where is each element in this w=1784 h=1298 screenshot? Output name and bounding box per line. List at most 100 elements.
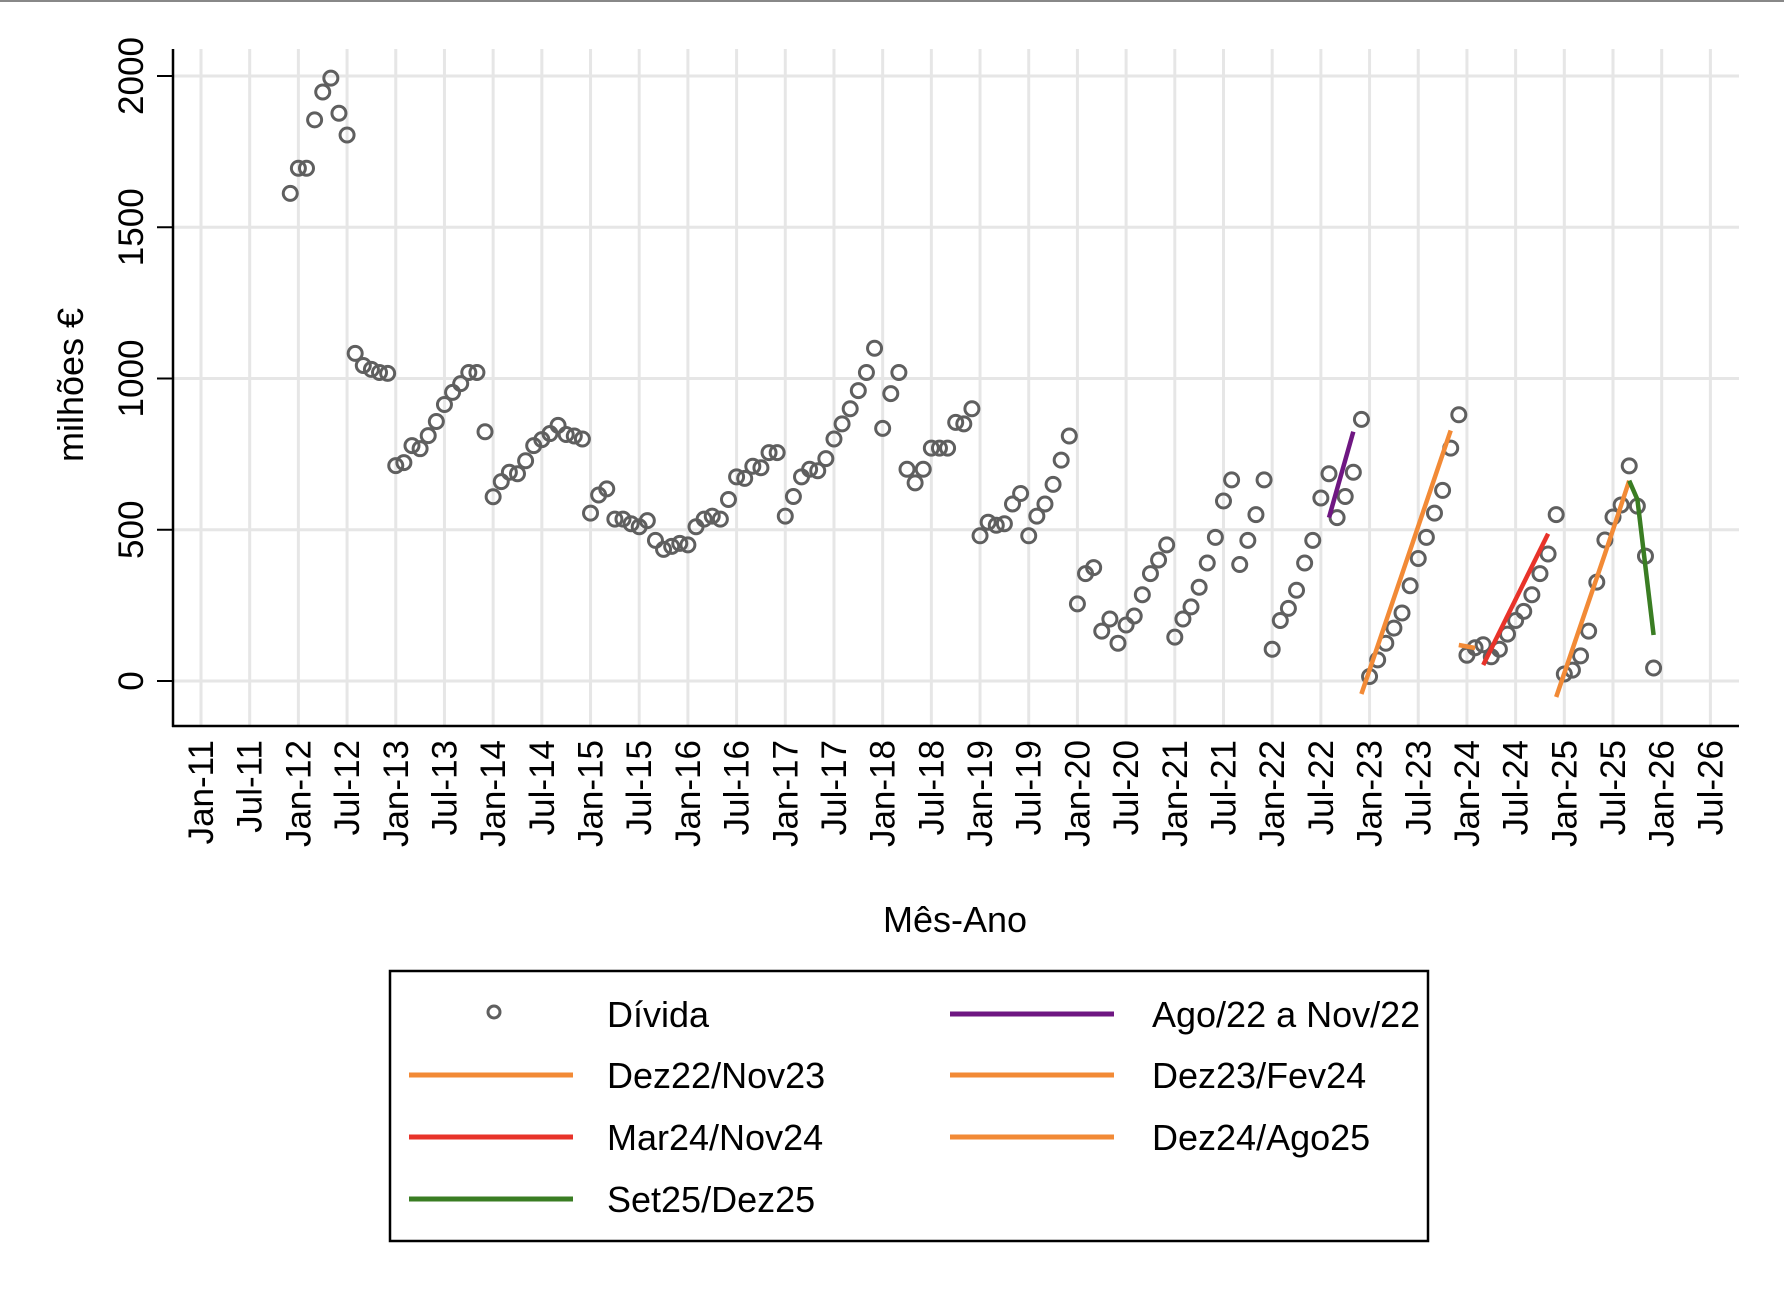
x-tick-label: Jul-16 (718, 740, 757, 835)
data-point (939, 439, 957, 457)
x-axis-title: Mês-Ano (883, 899, 1027, 940)
legend-label: Dez23/Fev24 (1152, 1055, 1366, 1096)
data-point (809, 462, 827, 480)
grid-lines (173, 49, 1739, 726)
data-point (1166, 628, 1184, 646)
x-tick-label: Jan-16 (669, 740, 708, 847)
y-axis-ticks: 0 500 1000 1500 2000 (112, 37, 173, 691)
data-point (1344, 463, 1362, 481)
data-point (354, 356, 372, 374)
x-tick-label: Jul-26 (1691, 740, 1730, 835)
x-tick-label: Jan-20 (1058, 740, 1097, 847)
data-point (728, 468, 746, 486)
x-axis-ticks: Jan-11 Jul-11 Jan-12 Jul-12 Jan-13 Jul-13 Jan-… (182, 740, 1730, 847)
y-tick-label: 1000 (112, 340, 151, 418)
legend-label: Dez22/Nov23 (607, 1055, 825, 1096)
data-point (1028, 507, 1046, 525)
data-point (1434, 481, 1452, 499)
data-point (484, 488, 502, 506)
data-point (606, 510, 624, 528)
data-point (1141, 565, 1159, 583)
y-tick-label: 0 (112, 671, 151, 690)
data-point (557, 425, 575, 443)
x-tick-label: Jan-15 (572, 740, 611, 847)
x-tick-label: Jan-14 (474, 740, 513, 847)
data-point (1547, 506, 1565, 524)
data-point (1401, 577, 1419, 595)
data-point (1190, 578, 1208, 596)
data-point (971, 527, 989, 545)
data-point (508, 465, 526, 483)
data-point (419, 427, 437, 445)
data-point (1539, 545, 1557, 563)
fit-line (1326, 431, 1356, 519)
data-point (1093, 622, 1111, 640)
data-point (1068, 595, 1086, 613)
legend-label: Dívida (607, 994, 710, 1035)
data-point (882, 385, 900, 403)
data-point (1385, 619, 1403, 637)
data-point (922, 439, 940, 457)
data-point (1231, 556, 1249, 574)
x-tick-label: Jul-17 (815, 740, 854, 835)
fit-line (1554, 479, 1632, 698)
fit-line (1359, 429, 1453, 695)
data-point (1223, 471, 1241, 489)
data-point (549, 416, 567, 434)
data-point (655, 540, 673, 558)
legend-item: Dez22/Nov23 (409, 1055, 825, 1096)
data-point (1320, 465, 1338, 483)
legend-label: Ago/22 a Nov/22 (1152, 994, 1420, 1035)
x-tick-label: Jul-19 (1010, 740, 1049, 835)
data-point (1620, 457, 1638, 475)
x-tick-label: Jul-25 (1594, 740, 1633, 835)
data-point (1474, 636, 1492, 654)
data-point (1044, 475, 1062, 493)
data-point (427, 412, 445, 430)
data-point (517, 452, 535, 470)
data-point (1060, 427, 1078, 445)
y-tick-label: 2000 (112, 37, 151, 115)
x-tick-label: Jan-17 (766, 740, 805, 847)
data-point (1239, 531, 1257, 549)
data-point (1425, 504, 1443, 522)
data-point (1271, 612, 1289, 629)
data-point (1572, 647, 1590, 665)
data-point (314, 83, 332, 101)
data-point (1336, 487, 1354, 505)
data-point (1182, 598, 1200, 616)
data-point (403, 437, 421, 455)
legend-item: Dez24/Ago25 (950, 1117, 1370, 1158)
scatter-points (281, 69, 1663, 685)
data-point (857, 363, 875, 381)
data-point (963, 400, 981, 418)
data-point (1150, 551, 1168, 569)
legend: Dívida Ago/22 a Nov/22 Dez22/Nov23 Dez23/Fe… (388, 969, 1430, 1243)
x-tick-label: Jan-12 (279, 740, 318, 847)
data-point (817, 450, 835, 468)
data-point (1255, 471, 1273, 489)
x-tick-label: Jul-21 (1204, 740, 1243, 835)
y-tick-label: 1500 (112, 188, 151, 266)
data-point (1158, 536, 1176, 554)
data-point (1052, 451, 1070, 469)
top-border (0, 0, 1784, 2)
data-point (776, 507, 794, 525)
data-point (1133, 586, 1151, 604)
data-point (711, 510, 729, 528)
legend-item: Mar24/Nov24 (409, 1117, 823, 1158)
data-point (866, 339, 884, 357)
data-point (1515, 602, 1533, 620)
data-point (435, 396, 453, 414)
x-tick-label: Jul-18 (912, 740, 951, 835)
x-tick-label: Jul-15 (620, 740, 659, 835)
y-axis-title: milhões € (50, 308, 91, 462)
data-point (695, 510, 713, 528)
x-tick-label: Jan-19 (961, 740, 1000, 847)
legend-label: Mar24/Nov24 (607, 1117, 823, 1158)
data-point (338, 126, 356, 144)
data-point (736, 469, 754, 487)
data-point (638, 512, 656, 530)
data-point (1036, 495, 1054, 513)
data-point (679, 536, 697, 554)
